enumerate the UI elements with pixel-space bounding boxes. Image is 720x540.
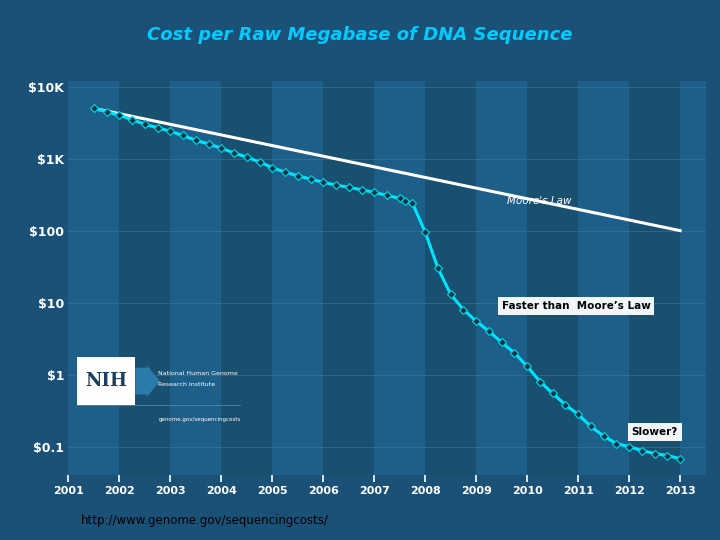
Bar [77, 357, 135, 406]
Text: Moore's Law: Moore's Law [507, 196, 571, 206]
Text: genome.gov/sequencingcosts: genome.gov/sequencingcosts [158, 417, 240, 422]
Bar [221, 81, 272, 475]
Text: Research Institute: Research Institute [158, 382, 215, 387]
Text: NIH: NIH [85, 372, 127, 390]
Bar [323, 81, 374, 475]
Bar [629, 81, 680, 475]
Text: Slower?: Slower? [631, 427, 678, 437]
Bar [374, 81, 426, 475]
Bar [68, 81, 120, 475]
Text: National Human Genome: National Human Genome [158, 371, 238, 376]
Bar [272, 81, 323, 475]
Bar [578, 81, 629, 475]
Bar [476, 81, 527, 475]
Bar [680, 81, 720, 475]
Bar [171, 81, 221, 475]
Bar [527, 81, 578, 475]
Bar [120, 81, 171, 475]
Bar [426, 81, 476, 475]
FancyArrow shape [135, 365, 160, 397]
Text: http://www.genome.gov/sequencingcosts/: http://www.genome.gov/sequencingcosts/ [81, 514, 328, 527]
Text: Cost per Raw Megabase of DNA Sequence: Cost per Raw Megabase of DNA Sequence [148, 26, 572, 44]
Text: Faster than  Moore’s Law: Faster than Moore’s Law [502, 301, 651, 311]
